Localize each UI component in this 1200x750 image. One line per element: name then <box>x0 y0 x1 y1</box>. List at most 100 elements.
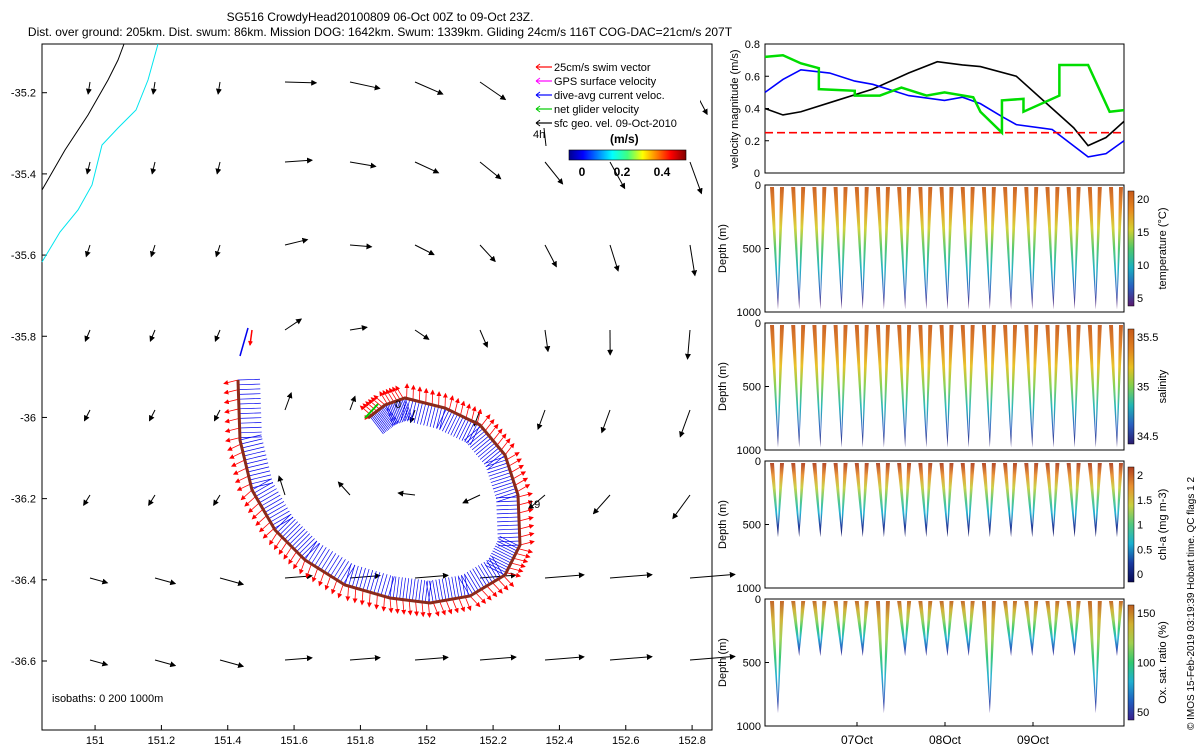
geostrophic-arrow <box>83 494 91 507</box>
geostrophic-arrow <box>349 655 381 661</box>
dive-profile <box>1066 601 1081 657</box>
dive-avg-current-vector <box>377 409 392 428</box>
geostrophic-arrow <box>414 161 440 174</box>
map-y-tick-label: -36.4 <box>11 575 36 587</box>
dive-avg-current-vector <box>241 442 264 449</box>
swim-vector <box>426 602 432 619</box>
swim-vector <box>484 418 495 432</box>
dive-avg-current-vector <box>238 393 261 395</box>
colorbar-tick-label: 35 <box>1137 382 1149 394</box>
net-glider-velocity <box>364 403 379 419</box>
geostrophic-arrow <box>414 329 430 340</box>
geostrophic-arrow <box>84 409 91 422</box>
dive-avg-current-vector <box>301 540 318 557</box>
colorbar-tick-label: 34.5 <box>1137 431 1158 443</box>
depth-tick-label: 1000 <box>737 307 761 319</box>
dive-profile <box>770 601 784 714</box>
dive-avg-current-vector <box>238 407 261 410</box>
depth-tick-label: 0 <box>755 594 761 606</box>
depth-tick-label: 500 <box>743 520 761 532</box>
swim-vector <box>448 395 455 411</box>
geostrophic-arrow <box>609 161 626 190</box>
dive-avg-current-vector <box>447 413 458 435</box>
swim-vector <box>518 500 534 506</box>
geostrophic-arrow <box>148 494 156 507</box>
swim-vector <box>382 389 391 404</box>
dive-avg-current-vector <box>383 405 398 424</box>
dive-avg-current-vector <box>351 565 359 588</box>
depth-ylabel: Depth (m) <box>717 224 729 273</box>
swim-vector <box>234 475 249 483</box>
dive-avg-current-vector <box>245 458 268 465</box>
dive-profile <box>1003 187 1018 310</box>
dive-profile <box>791 463 806 538</box>
swim-vector <box>366 592 372 608</box>
dive-avg-current-vector <box>458 419 470 440</box>
dive-avg-current-vector <box>408 578 413 601</box>
dive-avg-current-vector <box>239 417 262 419</box>
dive-avg-current-vector <box>429 405 436 428</box>
dive-avg-current-vector <box>497 536 520 539</box>
dive-avg-current-vector <box>436 407 443 429</box>
dive-avg-current-vector <box>293 533 311 550</box>
dive-avg-current-vector <box>441 578 447 601</box>
swim-vector <box>506 452 520 461</box>
map-x-ticks: 151 151.2 151.4 151.6 151.8 152 152.2 152.4 152.… <box>86 725 706 747</box>
colorbar-tick-label: 150 <box>1137 608 1155 620</box>
geostrophic-arrow <box>600 409 611 434</box>
dive-avg-current-vector <box>261 494 281 507</box>
swim-vector <box>359 590 365 606</box>
dive-profile <box>770 325 784 448</box>
dive-avg-current-vector <box>485 459 507 467</box>
geostrophic-arrow <box>536 409 546 431</box>
dive-avg-current-vector <box>239 412 262 414</box>
swim-vector <box>407 600 413 616</box>
dive-avg-current-vector <box>247 466 270 473</box>
geostrophic-arrow <box>689 244 698 277</box>
dive-avg-current-vector <box>323 553 337 573</box>
dive-avg-current-vector <box>239 422 262 424</box>
depth-ylabel: Depth (m) <box>717 638 729 687</box>
swim-vector <box>503 575 515 588</box>
geostrophic-arrow <box>284 655 313 662</box>
geostrophic-arrow <box>479 244 496 263</box>
dive-avg-current-vector <box>264 501 285 513</box>
swim-vector <box>224 427 240 433</box>
track-end-label: 19 <box>528 499 540 511</box>
swim-vector <box>513 557 529 564</box>
dive-avg-current-vector <box>320 551 333 571</box>
dive-avg-current-vector <box>298 538 315 555</box>
swim-vector <box>331 579 338 595</box>
dive-avg-current-vector <box>485 452 504 467</box>
geostrophic-arrow <box>609 244 620 272</box>
dive-profile <box>1087 601 1102 714</box>
dive-avg-current-vector <box>486 462 508 471</box>
dive-profile <box>981 463 996 538</box>
dive-avg-current-vector <box>376 411 391 429</box>
map-y-tick-label: -36.2 <box>11 494 36 506</box>
dive-avg-current-vector <box>480 563 493 583</box>
colorbar-bar <box>1127 328 1135 445</box>
dive-avg-current-vector <box>289 528 306 545</box>
geostrophic-arrow <box>544 572 585 579</box>
dive-profile <box>939 187 954 310</box>
swim-vector <box>518 508 534 514</box>
geostrophic-arrow <box>149 409 156 422</box>
dive-avg-current-vector <box>491 556 504 577</box>
map-y-tick-label: -36 <box>20 412 36 424</box>
geostrophic-arrow <box>277 475 286 496</box>
dive-avg-current-vector <box>286 526 303 543</box>
isobath-200m <box>41 43 159 263</box>
dive-avg-current-vector <box>442 411 453 432</box>
geostrophic-arrow <box>84 244 91 258</box>
dive-avg-current-vector <box>382 406 396 425</box>
swim-vector <box>278 541 288 555</box>
depth-tick-label: 0 <box>755 318 761 330</box>
geostrophic-arrow <box>544 654 585 661</box>
dive-avg-current-vector <box>435 579 440 602</box>
map-y-tick-label: -36.6 <box>11 656 36 668</box>
dive-avg-current-vector <box>371 415 386 434</box>
dive-profile <box>1066 325 1081 448</box>
swim-vector <box>518 548 534 554</box>
geostrophic-arrow <box>214 244 221 258</box>
